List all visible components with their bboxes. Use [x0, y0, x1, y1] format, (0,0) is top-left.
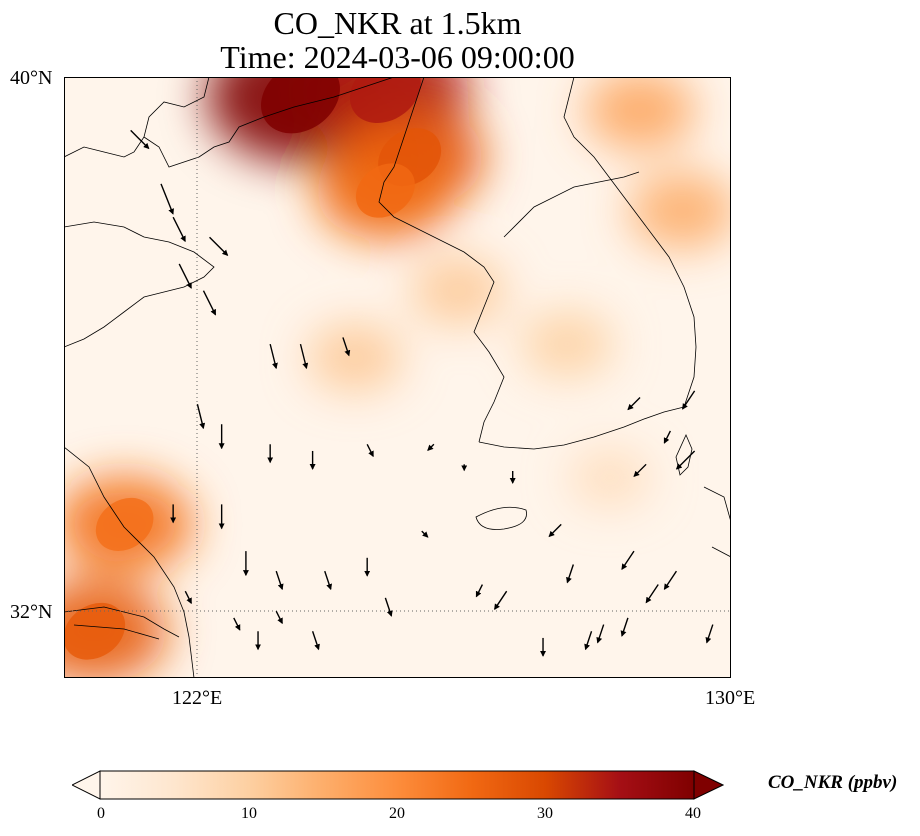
wind-arrow [384, 597, 393, 617]
lon-label-130e: 130°E [705, 687, 756, 709]
wind-arrow [184, 590, 192, 605]
wind-arrow [275, 570, 284, 591]
wind-arrow [324, 570, 333, 591]
wind-arrow [494, 590, 508, 611]
colorbar-max-extension [693, 770, 725, 800]
colorbar-tick: 20 [389, 805, 405, 822]
yangtze-estuary [64, 606, 180, 640]
wind-arrow [160, 183, 174, 215]
wind-arrow [682, 390, 696, 410]
lat-label-40n: 40°N [10, 67, 53, 89]
concentration-core [260, 77, 340, 134]
colorbar-graphic [70, 770, 725, 800]
wind-arrow [130, 129, 150, 150]
wind-arrow [645, 584, 659, 604]
wind-arrow [269, 343, 278, 370]
wind-arrow [548, 523, 562, 538]
dmz-line [503, 171, 640, 238]
colorbar-min-extension [70, 770, 101, 800]
japan-tsushima [675, 434, 693, 476]
map-title: CO_NKR at 1.5km [273, 5, 522, 41]
concentration-blob [307, 323, 403, 392]
wind-arrow [233, 617, 241, 631]
wind-arrow [663, 570, 678, 590]
coastline-korea-south [478, 406, 685, 450]
concentration-core [64, 602, 126, 660]
concentration-blob [584, 77, 696, 150]
colorbar-label: CO_NKR (ppbv) [768, 772, 898, 793]
concentration-blob [410, 256, 506, 325]
wind-arrow [705, 624, 714, 644]
lat-label-32n: 32°N [10, 601, 53, 623]
colorbar-tick: 40 [685, 805, 701, 822]
map-canvas [64, 77, 731, 678]
concentration-blob [628, 172, 731, 250]
wind-arrow [566, 564, 575, 584]
wind-arrow [172, 216, 186, 243]
wind-arrow [633, 463, 647, 478]
wind-arrow [596, 624, 605, 644]
coastlines [64, 77, 731, 678]
wind-arrow [202, 290, 217, 316]
wind-arrow [675, 450, 696, 470]
colorbar-tick: 10 [241, 805, 257, 822]
wind-arrow [196, 404, 206, 430]
coastline-china-east [64, 446, 195, 678]
co-hotspot-cores [64, 77, 442, 660]
map-panel [64, 77, 731, 678]
colorbar-gradient [99, 770, 695, 800]
wind-arrow [475, 584, 484, 598]
colorbar-tick: 30 [537, 805, 553, 822]
wind-arrow [366, 443, 374, 458]
colorbar [70, 770, 725, 800]
concentration-core [349, 77, 421, 124]
japan-kyushu [703, 486, 731, 558]
wind-vectors [130, 129, 714, 657]
wind-arrow [663, 430, 671, 444]
lon-label-122e: 122°E [172, 687, 223, 709]
wind-arrow [209, 236, 229, 256]
wind-arrow [621, 550, 635, 570]
concentration-blob [568, 447, 651, 508]
wind-arrow [178, 263, 192, 289]
wind-arrow [627, 397, 641, 411]
concentration-core [95, 497, 154, 551]
coastline-liaodong [143, 77, 395, 168]
jeju-island [475, 506, 527, 530]
wind-arrow [275, 610, 283, 625]
wind-arrow [421, 530, 429, 538]
map-border [64, 77, 731, 678]
coastline-korea-west [378, 77, 505, 443]
colorbar-tick: 0 [97, 805, 105, 822]
wind-arrow [620, 617, 629, 637]
wind-arrow [342, 337, 351, 357]
wind-arrow [584, 631, 593, 651]
wind-arrow [311, 631, 320, 651]
wind-arrow [427, 443, 435, 451]
coastline-shandong [64, 221, 215, 348]
concentration-core [355, 163, 415, 218]
wind-arrow [299, 343, 309, 370]
coastline-korea-east [563, 77, 697, 408]
concentration-blob [521, 311, 614, 378]
map-subtitle: Time: 2024-03-06 09:00:00 [220, 39, 575, 75]
gridlines [64, 77, 731, 678]
